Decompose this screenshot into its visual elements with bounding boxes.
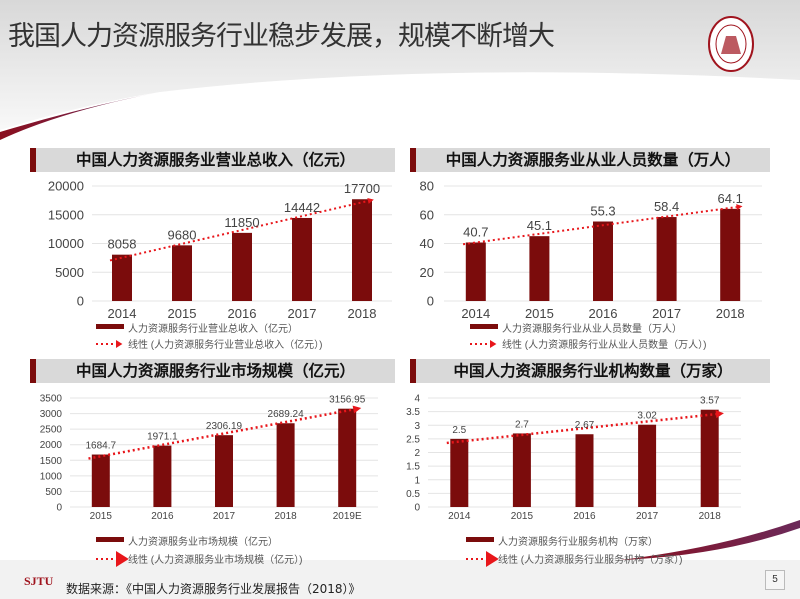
footer-brand: SJTU [24, 574, 54, 588]
page-title: 我国人力资源服务行业稳步发展，规模不断增大 [8, 21, 555, 52]
chart-title: 中国人力资源服务行业市场规模（亿元） [30, 359, 395, 383]
data-source: 数据来源：《中国人力资源服务行业发展报告（2018）》 [66, 582, 361, 596]
university-seal-logo [708, 16, 754, 72]
chart-title: 中国人力资源服务业从业人员数量（万人） [410, 148, 770, 172]
chart-title: 中国人力资源服务行业机构数量（万家） [410, 359, 770, 383]
chart-title: 中国人力资源服务业营业总收入（亿元） [30, 148, 395, 172]
page-number: 5 [765, 570, 785, 590]
